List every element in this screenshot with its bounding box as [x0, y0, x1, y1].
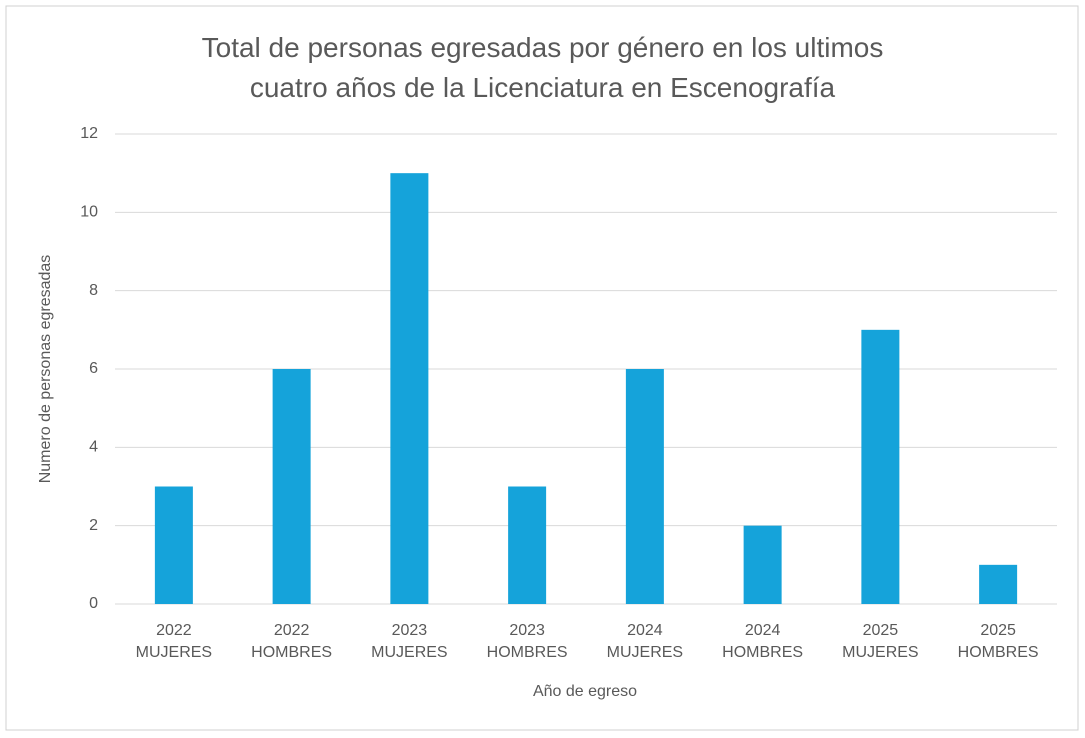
y-tick-label: 2	[89, 517, 98, 534]
y-tick-label: 8	[89, 282, 98, 299]
bar	[508, 486, 547, 604]
y-tick-label: 4	[89, 439, 98, 456]
x-tick-label: 2024 HOMBRES	[722, 622, 804, 661]
y-tick-label: 10	[80, 204, 98, 221]
bar	[272, 369, 311, 604]
bar	[979, 564, 1018, 604]
x-tick-label: 2023 MUJERES	[371, 622, 448, 661]
x-tick-label: 2023 HOMBRES	[486, 622, 568, 661]
bar	[743, 525, 782, 604]
bar	[861, 329, 900, 604]
x-tick-label: 2024 MUJERES	[606, 622, 684, 661]
x-tick-label: 2025 HOMBRES	[957, 622, 1039, 661]
y-tick-label: 6	[89, 360, 98, 377]
y-tick-label: 12	[80, 125, 98, 142]
x-axis-label: Año de egreso	[533, 683, 637, 700]
bar	[154, 486, 193, 604]
bar	[390, 173, 429, 604]
bar	[625, 369, 664, 604]
x-tick-label: 2025 MUJERES	[842, 622, 919, 661]
x-tick-label: 2022 HOMBRES	[251, 622, 333, 661]
x-tick-label: 2022 MUJERES	[135, 622, 213, 661]
y-tick-label: 0	[89, 595, 98, 612]
chart-title: Total de personas egresadas por género e…	[201, 32, 884, 103]
y-axis-label: Numero de personas egresadas	[37, 255, 54, 484]
